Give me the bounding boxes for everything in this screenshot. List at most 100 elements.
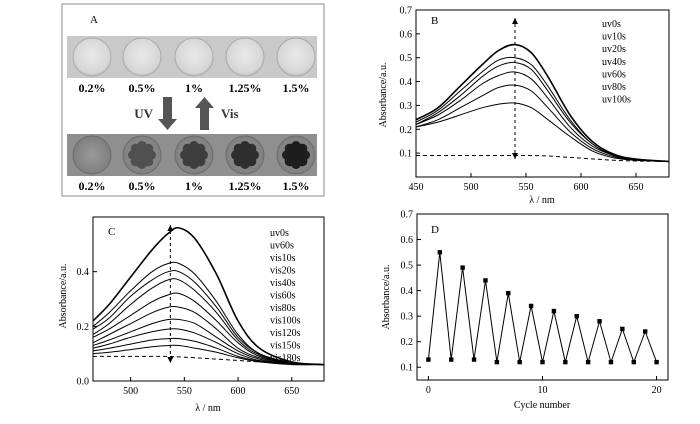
legend-entry: uv10s [602, 32, 626, 43]
disc-before [225, 37, 265, 77]
data-point [517, 359, 522, 365]
arrow-down-icon [167, 357, 174, 363]
x-tick-label: 600 [231, 386, 246, 397]
panel-label-b: B [431, 15, 438, 27]
data-point [563, 359, 568, 365]
disc-after [72, 135, 112, 175]
y-tick-label: 0.5 [401, 261, 414, 272]
plot-frame-b [415, 9, 670, 178]
disc-before [72, 37, 112, 77]
pattern-dot [137, 150, 147, 160]
legend-entry: vis20s [270, 266, 296, 277]
y-tick-label: 0.2 [77, 322, 90, 333]
y-tick-label: 0.1 [400, 149, 413, 160]
series-line-uv0s [416, 154, 670, 162]
legend-entry: uv80s [602, 82, 626, 93]
top-label-2: 1% [185, 81, 203, 95]
d-ylabel: Absorbance/a.u. [381, 265, 392, 330]
x-tick-label: 550 [177, 386, 192, 397]
data-point [642, 329, 648, 334]
y-tick-label: 0.3 [400, 101, 413, 112]
pattern-dot [143, 143, 154, 154]
y-tick-label: 0.4 [400, 77, 413, 88]
pattern-dot [195, 143, 206, 154]
y-tick-label: 0.7 [400, 6, 413, 17]
legend-entry: vis10s [270, 253, 296, 264]
legend-entry: vis80s [270, 303, 296, 314]
x-tick-label: 500 [123, 386, 138, 397]
panel-label-d: D [431, 224, 439, 236]
plot-frame-c [92, 216, 325, 382]
y-tick-label: 0.7 [401, 210, 414, 221]
legend-entry: uv0s [270, 228, 289, 239]
y-tick-label: 0.1 [401, 363, 414, 374]
x-tick-label: 500 [464, 182, 479, 193]
series-line-vis120s [92, 328, 325, 366]
legend-entry: vis60s [270, 291, 296, 302]
x-tick-label: 600 [574, 182, 589, 193]
y-tick-label: 0.2 [401, 337, 414, 348]
pattern-dot [291, 150, 301, 160]
legend-entry: uv100s [602, 95, 631, 106]
series-line-uv100s [415, 43, 670, 163]
legend-entry: uv20s [602, 44, 626, 55]
b-ylabel: Absorbance/a.u. [378, 63, 389, 128]
y-tick-label: 0.4 [77, 267, 90, 278]
x-tick-label: 550 [519, 182, 534, 193]
data-point [528, 303, 534, 309]
y-tick-label: 0.0 [77, 377, 90, 388]
top-label-1: 0.5% [129, 81, 156, 95]
pattern-dot [246, 143, 257, 154]
data-point [597, 319, 602, 324]
y-tick-label: 0.6 [400, 29, 413, 40]
legend-entry: uv60s [270, 241, 294, 252]
data-point [426, 357, 431, 362]
b-xlabel: λ / nm [529, 195, 555, 206]
bottom-label-0: 0.2% [79, 179, 106, 193]
series-line-vis100s [92, 318, 325, 366]
disc-before [174, 37, 214, 77]
arrow-down-icon [512, 153, 518, 159]
bottom-label-3: 1.25% [229, 179, 262, 193]
x-tick-label: 20 [652, 385, 662, 396]
legend-entry: vis40s [270, 278, 296, 289]
y-tick-label: 0.5 [400, 53, 413, 64]
series-line-uv80s [415, 56, 670, 162]
panel-label-a: A [90, 14, 98, 26]
legend-entry: uv60s [602, 69, 626, 80]
data-point [620, 326, 625, 332]
pattern-dot [240, 150, 250, 160]
series-line-uv60s [415, 61, 670, 162]
arrow-down-icon [158, 97, 177, 130]
y-tick-label: 0.4 [401, 286, 414, 297]
top-label-0: 0.2% [79, 81, 106, 95]
disc-before [276, 37, 316, 77]
top-label-4: 1.5% [283, 81, 310, 95]
d-xlabel: Cycle number [514, 400, 571, 411]
series-line-vis180s [92, 344, 325, 366]
series-line-vis80s [92, 306, 325, 366]
c-ylabel: Absorbance/a.u. [58, 264, 69, 329]
x-tick-label: 450 [409, 182, 424, 193]
series-line-uv20s [415, 84, 670, 162]
series-line-vis20s [92, 269, 325, 366]
panel-a: A 0.2% 0.5% 1% 1.25% 1.5% 0.2% 0.5% 1% 1… [61, 3, 325, 197]
data-point [460, 265, 465, 270]
data-point [608, 359, 614, 365]
y-tick-label: 0.2 [400, 125, 413, 136]
data-point [540, 359, 545, 365]
series-line-vis150s [92, 337, 325, 366]
x-tick-label: 10 [538, 385, 548, 396]
series-line-vis60s [92, 292, 325, 366]
data-point [585, 359, 591, 365]
bottom-label-1: 0.5% [129, 179, 156, 193]
data-point [437, 250, 443, 255]
bottom-label-4: 1.5% [283, 179, 310, 193]
data-point [654, 359, 659, 365]
x-tick-label: 650 [629, 182, 644, 193]
vis-label: Vis [221, 106, 239, 121]
plot-frame-d [416, 213, 669, 381]
uv-label: UV [134, 106, 153, 121]
